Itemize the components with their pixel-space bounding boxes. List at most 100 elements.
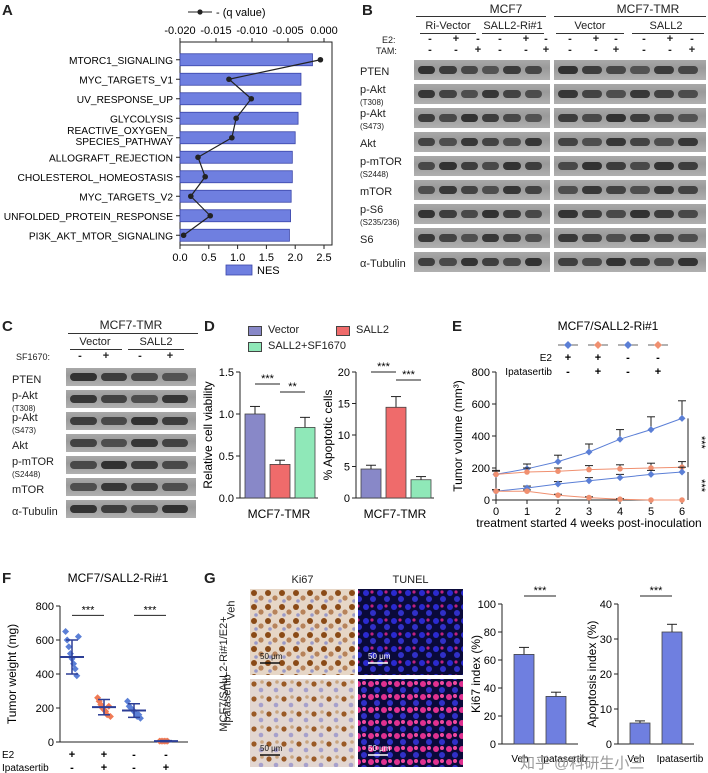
blot-band	[678, 210, 698, 218]
blot-band	[161, 417, 188, 425]
legend-marker	[564, 341, 572, 349]
band-label: α-Tubulin	[360, 258, 406, 270]
legend-ipa-label: Ipatasertib	[505, 367, 552, 378]
data-point	[524, 488, 530, 494]
x-tick-label: Ipatasertib	[657, 754, 704, 765]
blot-band	[418, 114, 436, 122]
blot-band	[503, 234, 521, 242]
nes-bar	[179, 72, 302, 86]
y-tick-label: 200	[36, 703, 54, 715]
band-sublabel: (S473)	[360, 122, 385, 131]
lane-sign: -	[614, 33, 618, 45]
blot-band	[558, 114, 578, 122]
scale-label: 50 μm	[368, 652, 391, 661]
blot-band	[100, 417, 127, 425]
blot-band	[418, 258, 436, 266]
blot-band	[630, 258, 650, 266]
blot-strip	[554, 156, 706, 176]
blot-strip	[414, 252, 550, 272]
blot-strip	[554, 204, 706, 224]
sig-stars: **	[288, 381, 297, 393]
legend-vector-swatch	[248, 326, 262, 336]
blot-band	[439, 186, 457, 194]
blot-band	[582, 234, 602, 242]
blot-band	[558, 162, 578, 170]
blot-strip	[554, 108, 706, 128]
watermark: 知乎 @科研生小三	[520, 755, 645, 772]
nes-bar	[179, 170, 293, 184]
y-tick-label: 40	[600, 599, 612, 611]
ki67-index-chart: 0 20 40 60 80 100 Ki67 index (%) Veh Ipatasertib…	[469, 585, 588, 765]
ki67-veh-image	[250, 589, 355, 675]
panel-label-c: C	[2, 318, 13, 335]
lane-sign: -	[428, 44, 432, 56]
histology-images: 50 μm 50 μm 50 μm 50 μm	[250, 589, 463, 767]
q-value-point	[207, 212, 214, 219]
blot-band	[70, 373, 97, 381]
blot-band	[70, 505, 97, 513]
x-tick-label: 2	[555, 506, 561, 518]
y-tick-label: 800	[36, 601, 54, 613]
data-point	[555, 492, 561, 498]
blot-b-row-tam: TAM:	[376, 46, 397, 56]
e2-sign: -	[164, 749, 168, 761]
y-tick-label: 200	[472, 463, 490, 475]
blot-band	[70, 483, 97, 491]
blot-band	[100, 461, 127, 469]
q-value-line	[183, 59, 321, 236]
blot-strip	[554, 84, 706, 104]
blot-band	[70, 395, 97, 403]
y-tick-label: 600	[36, 635, 54, 647]
blot-band	[418, 234, 436, 242]
y-tick-label: 10	[338, 430, 350, 442]
blot-band	[606, 210, 626, 218]
ipa-sign: +	[101, 762, 107, 773]
blot-band	[503, 258, 521, 266]
blot-band	[439, 90, 457, 98]
lane-sign: -	[78, 350, 82, 362]
scale-label: 50 μm	[260, 744, 283, 753]
band-sublabel: (S473)	[12, 426, 37, 435]
scale-label: 50 μm	[368, 744, 391, 753]
x2-tick-label: -0.015	[200, 25, 231, 37]
blot-strip	[414, 228, 550, 248]
lane-sign: -	[524, 44, 528, 56]
blot-band	[524, 90, 542, 98]
gene-set-label: UV_RESPONSE_UP	[77, 95, 173, 106]
legend-e2-sign: -	[656, 352, 660, 364]
blot-band	[558, 234, 578, 242]
blot-strip	[66, 412, 196, 430]
lane-sign: -	[568, 44, 572, 56]
q-value-point	[188, 193, 194, 200]
legend-sall2sf-swatch	[248, 342, 262, 352]
data-point	[65, 643, 73, 651]
gene-set-label: PI3K_AKT_MTOR_SIGNALING	[29, 231, 173, 242]
blot-strip	[554, 180, 706, 200]
bar	[545, 696, 567, 745]
blot-band	[460, 66, 478, 74]
chart-title: MCF7/SALL2-Ri#1	[558, 319, 659, 333]
data-point	[554, 480, 562, 488]
y-tick-label: 0	[484, 495, 490, 507]
q-value-point	[180, 232, 187, 239]
apoptotic-bar-chart: 0 5 10 15 20% Apoptotic cells MCF7-TMR *** ***	[322, 362, 434, 521]
lane-sign: -	[498, 44, 502, 56]
gene-set-label: CHOLESTEROL_HOMEOSTASIS	[18, 173, 174, 184]
tumor-volume-chart: MCF7/SALL2-Ri#1+-++---+E2Ipatasertib0200…	[451, 319, 707, 530]
x2-tick-label: -0.010	[236, 25, 267, 37]
legend-nes-swatch	[225, 264, 253, 276]
legend-e2-sign: -	[626, 352, 630, 364]
western-blot-c: MCF7-TMR Vector SALL2 SF1670: - + - + PTEN p…	[0, 318, 200, 523]
gene-set-label: ALLOGRAFT_REJECTION	[49, 153, 173, 164]
blot-band	[100, 505, 127, 513]
sig-stars: ***	[695, 479, 707, 493]
blot-c-sub-sall2: SALL2	[139, 336, 173, 348]
blot-band	[582, 210, 602, 218]
lane-sign: -	[544, 33, 548, 45]
blot-band	[654, 186, 674, 194]
y-axis-label: % Apoptotic cells	[322, 390, 335, 481]
nes-bar	[179, 53, 313, 67]
lane-sign: -	[428, 33, 432, 45]
legend-e2-sign: +	[565, 352, 571, 364]
x-axis-label: MCF7-TMR	[364, 507, 427, 521]
